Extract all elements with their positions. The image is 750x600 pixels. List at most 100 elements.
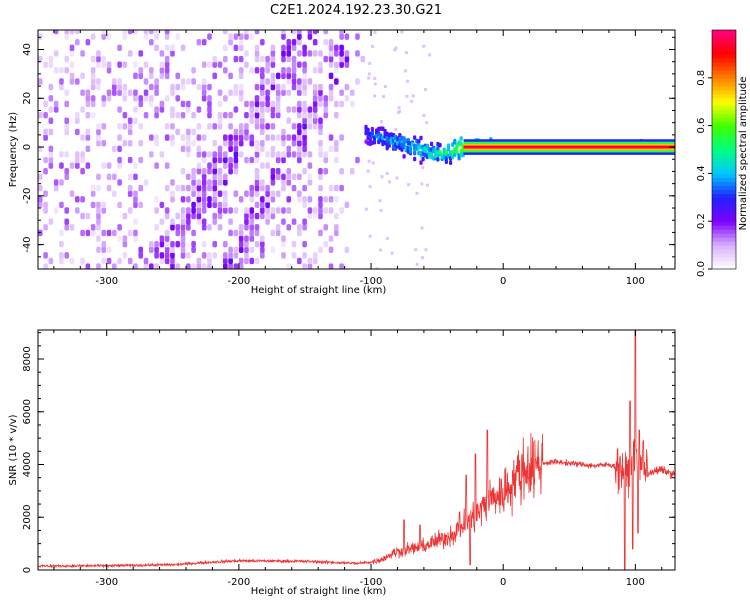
spectrogram-cell [438,150,442,155]
spectrogram-cell [302,44,307,52]
spectrogram-cell [43,134,48,141]
spectrogram-cell [228,145,233,152]
spectrogram-cell [117,78,122,85]
spectrogram-cell [122,111,128,119]
spectrogram-cell [186,128,191,136]
spectrogram-cell [149,95,154,102]
spectrogram-cell [201,156,207,164]
spectrogram-cell [307,212,313,220]
spectrogram-cell [186,252,191,259]
spectrogram-cell [244,134,249,141]
spectrogram-cell [270,50,276,57]
colorbar-segment [712,65,736,71]
spectrogram-cell [339,55,344,63]
spectrogram-x-tick-label: -100 [360,276,383,287]
spectrogram-cell [328,89,334,96]
spectrogram-cell [380,120,384,124]
spectrogram-cell [254,123,260,130]
spectrogram-cell [328,263,334,269]
spectrogram-frame [37,29,676,270]
spectrogram-cell [286,134,292,141]
spectrogram-cell [207,61,212,68]
spectrogram-cell [75,156,80,164]
spectrogram-cell [367,72,371,76]
spectrogram-cell [275,229,281,237]
spectrogram-cell [312,50,318,57]
spectrogram-cell [228,246,233,253]
spectrogram-cell [260,95,265,102]
spectrogram-cell [149,67,154,74]
spectrogram-cell [154,162,159,169]
spectrogram-cell [244,257,249,265]
spectrogram-cell [373,94,377,98]
spectrogram-cell [260,240,265,248]
spectrogram-cell [143,30,149,35]
spectrogram-cell [297,123,302,130]
spectrogram-cell [425,143,429,149]
colorbar-segment [712,181,736,186]
spectrogram-cell [318,117,323,124]
spectrogram-cell [249,156,255,164]
spectrogram-cell [85,229,91,237]
spectrogram-cell [96,61,101,68]
spectrogram-cell [175,229,181,237]
spectrogram-cell [217,207,223,214]
spectrogram-cell [233,83,239,91]
spectrogram-cell [201,201,207,209]
colorbar-segment [712,209,736,214]
spectrogram-cell [223,190,228,197]
spectrogram-cell [80,212,85,220]
spectrogram-cell [323,39,329,46]
spectrogram-cell [302,224,307,231]
spectrogram-cell [90,224,96,231]
spectrogram-cell [38,184,43,192]
spectrogram-cell [318,207,323,214]
spectrogram-cell [170,139,175,147]
spectrogram-cell [302,184,307,192]
spectrogram-cell [249,111,255,119]
spectrogram-cell [154,106,159,113]
snr-plot-area [38,330,675,570]
spectrogram-cell [101,162,107,169]
spectrogram-cell [233,263,239,269]
spectrogram-cell [297,89,302,96]
spectrogram-cell [405,94,409,98]
spectrogram-cell [233,252,239,259]
spectrogram-cell [170,252,175,259]
spectrogram-cell [164,44,170,52]
spectrogram-cell [404,51,408,55]
colorbar-segment [712,41,736,47]
spectrogram-cell [228,162,233,169]
spectrogram-cell [318,50,323,57]
spectrogram-cell [238,235,244,242]
spectrogram-cell [302,89,307,96]
spectrogram-cell [297,190,302,197]
spectrogram-cell [191,263,196,269]
spectrogram-cell [191,207,196,214]
spectrogram-cell [312,257,318,265]
spectrogram-cell [112,190,117,197]
spectrogram-cell [75,111,80,119]
spectrogram-cell [149,100,154,108]
spectrogram-cell [297,128,302,136]
spectrogram-cell [270,246,276,253]
spectrogram-cell [80,106,85,113]
spectrogram-cell [101,257,107,265]
spectrogram-cell [334,44,339,52]
spectrogram-cell [270,207,276,214]
spectrogram-cell [85,145,91,152]
spectrogram-cell [170,106,175,113]
spectrogram-cell [302,196,307,203]
spectrogram-cell [302,67,307,74]
spectrogram-cell [38,78,43,85]
spectrogram-cell [260,111,265,119]
colorbar-tick-label: 0.8 [696,70,707,86]
colorbar-segment [712,145,736,151]
spectrogram-cell [133,106,138,113]
spectrogram-cell [112,229,117,237]
spectrogram-cell [164,72,170,80]
spectrogram-cell [80,229,85,237]
spectrogram-cell [207,100,212,108]
spectrogram-cell [238,33,244,40]
spectrogram-cell [212,151,218,158]
